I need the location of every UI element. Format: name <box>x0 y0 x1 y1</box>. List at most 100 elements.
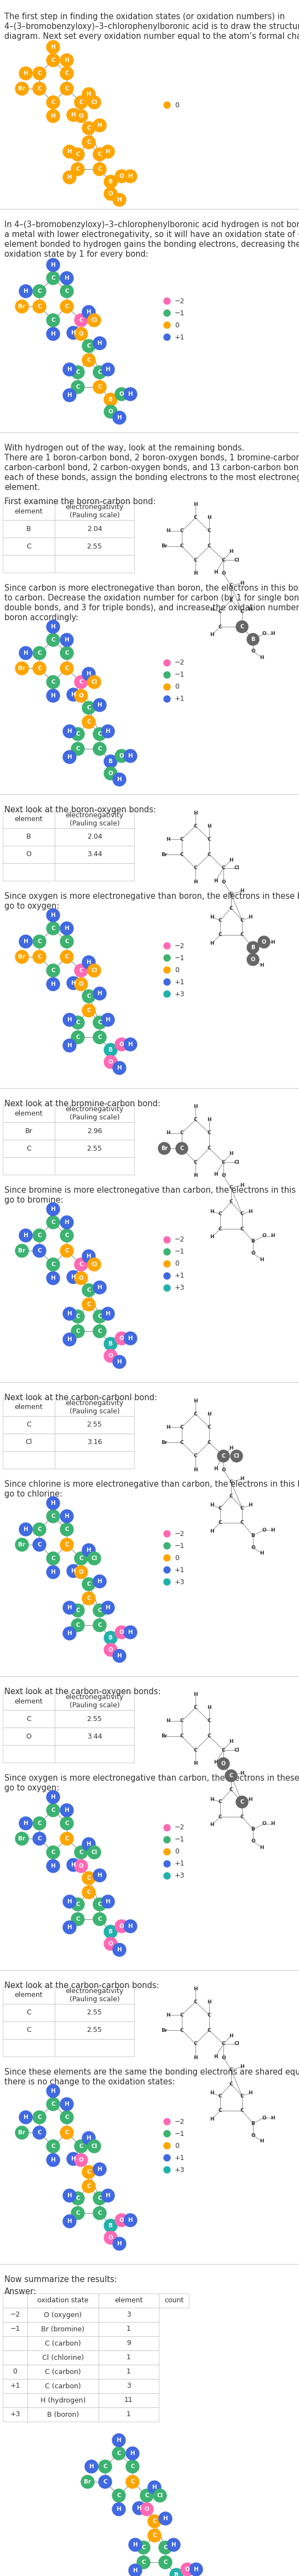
Text: C: C <box>37 85 42 90</box>
Circle shape <box>104 404 117 417</box>
Circle shape <box>164 2143 170 2148</box>
Text: B: B <box>109 1342 113 1347</box>
Circle shape <box>164 2117 170 2125</box>
Text: O: O <box>108 1646 113 1654</box>
Text: In 4–(3–bromobenzyloxy)–3–chlorophenylboronic acid hydrogen is not bonded to: In 4–(3–bromobenzyloxy)–3–chlorophenylbo… <box>4 222 299 229</box>
Text: 0: 0 <box>175 1847 179 1855</box>
Text: Since bromine is more electronegative than carbon, the electrons in this bond wi: Since bromine is more electronegative th… <box>4 1185 299 1195</box>
Text: With hydrogen out of the way, look at the remaining bonds.: With hydrogen out of the way, look at th… <box>4 443 245 453</box>
Text: C: C <box>240 1814 244 1819</box>
Text: H: H <box>240 889 244 894</box>
Text: Cl: Cl <box>91 100 97 106</box>
Text: C: C <box>37 649 42 657</box>
Circle shape <box>99 2476 112 2488</box>
Text: H: H <box>67 1631 72 1636</box>
Circle shape <box>88 1847 101 1860</box>
Text: H: H <box>117 1947 122 1953</box>
Circle shape <box>158 1141 170 1154</box>
Text: H: H <box>97 1873 102 1878</box>
Circle shape <box>60 1816 73 1829</box>
Text: C: C <box>76 152 80 157</box>
Bar <box>55 1417 134 1435</box>
Text: C: C <box>130 2463 135 2470</box>
Bar <box>3 1450 55 1468</box>
Text: 2.55: 2.55 <box>87 544 102 549</box>
Circle shape <box>93 1309 106 1324</box>
Text: C: C <box>194 515 197 520</box>
Text: +3: +3 <box>175 1579 185 1584</box>
Circle shape <box>15 1244 28 1257</box>
Circle shape <box>47 1847 60 1860</box>
Text: −1: −1 <box>175 672 185 677</box>
Text: element bonded to hydrogen gains the bonding electrons, decreasing their: element bonded to hydrogen gains the bon… <box>4 240 299 247</box>
Text: C: C <box>218 917 222 922</box>
Bar <box>3 1157 55 1175</box>
Circle shape <box>19 2110 32 2123</box>
Text: H: H <box>248 2092 252 2097</box>
Circle shape <box>33 82 46 95</box>
Text: H: H <box>97 124 102 129</box>
Circle shape <box>126 2447 139 2460</box>
Text: C: C <box>180 853 184 858</box>
Text: H: H <box>67 1043 72 1048</box>
Bar <box>3 2004 55 2022</box>
Text: C: C <box>51 2102 55 2107</box>
Text: −2: −2 <box>175 1824 185 1832</box>
Circle shape <box>236 621 248 634</box>
Text: H: H <box>210 2117 214 2123</box>
Text: C: C <box>145 2494 149 2499</box>
Text: B: B <box>109 760 113 765</box>
Text: C: C <box>194 1412 197 1417</box>
Text: C: C <box>180 1718 184 1723</box>
Text: 2.04: 2.04 <box>87 835 102 840</box>
Text: Cl: Cl <box>234 2040 239 2045</box>
Circle shape <box>74 2141 88 2154</box>
Text: C: C <box>51 925 55 930</box>
Text: H: H <box>229 1151 233 1157</box>
Text: H: H <box>117 1360 122 1365</box>
Text: C: C <box>222 866 225 871</box>
Text: H: H <box>229 549 233 554</box>
Circle shape <box>159 2540 172 2555</box>
Circle shape <box>74 690 88 703</box>
Text: C: C <box>218 1520 222 1525</box>
Circle shape <box>71 1309 84 1324</box>
Text: C: C <box>37 1837 42 1842</box>
Circle shape <box>124 1625 137 1638</box>
Text: C: C <box>65 289 69 294</box>
Text: C: C <box>87 1007 91 1012</box>
Text: O: O <box>108 2236 113 2241</box>
Circle shape <box>47 1790 60 1803</box>
Circle shape <box>164 1273 170 1280</box>
Text: O: O <box>221 1468 225 1473</box>
Circle shape <box>19 283 32 299</box>
Circle shape <box>33 2125 46 2138</box>
Circle shape <box>93 1618 106 1631</box>
Bar <box>55 1986 134 2004</box>
Text: H: H <box>271 1234 275 1239</box>
Text: B: B <box>109 1048 113 1054</box>
Text: 2.96: 2.96 <box>87 1128 102 1133</box>
Text: −2: −2 <box>175 943 185 951</box>
Text: C: C <box>87 994 91 999</box>
Text: Next look at the carbon-carbonl bond:: Next look at the carbon-carbonl bond: <box>4 1394 157 1401</box>
Text: C: C <box>218 1504 222 1510</box>
Circle shape <box>47 258 60 270</box>
Text: H: H <box>128 173 133 178</box>
Text: 1: 1 <box>126 2411 131 2419</box>
Bar <box>55 1744 134 1762</box>
Circle shape <box>104 1631 117 1643</box>
Text: C: C <box>208 1734 211 1739</box>
Text: C: C <box>229 1200 233 1206</box>
Text: H: H <box>106 1899 110 1904</box>
Text: C: C <box>208 544 211 549</box>
Text: O: O <box>119 752 124 760</box>
Circle shape <box>67 688 80 701</box>
Text: H: H <box>117 2241 122 2246</box>
Text: H: H <box>51 2089 56 2094</box>
Text: go to bromine:: go to bromine: <box>4 1195 63 1203</box>
Bar <box>3 1123 55 1139</box>
Circle shape <box>113 1355 126 1368</box>
Circle shape <box>159 2512 172 2524</box>
Text: H: H <box>116 2506 121 2512</box>
